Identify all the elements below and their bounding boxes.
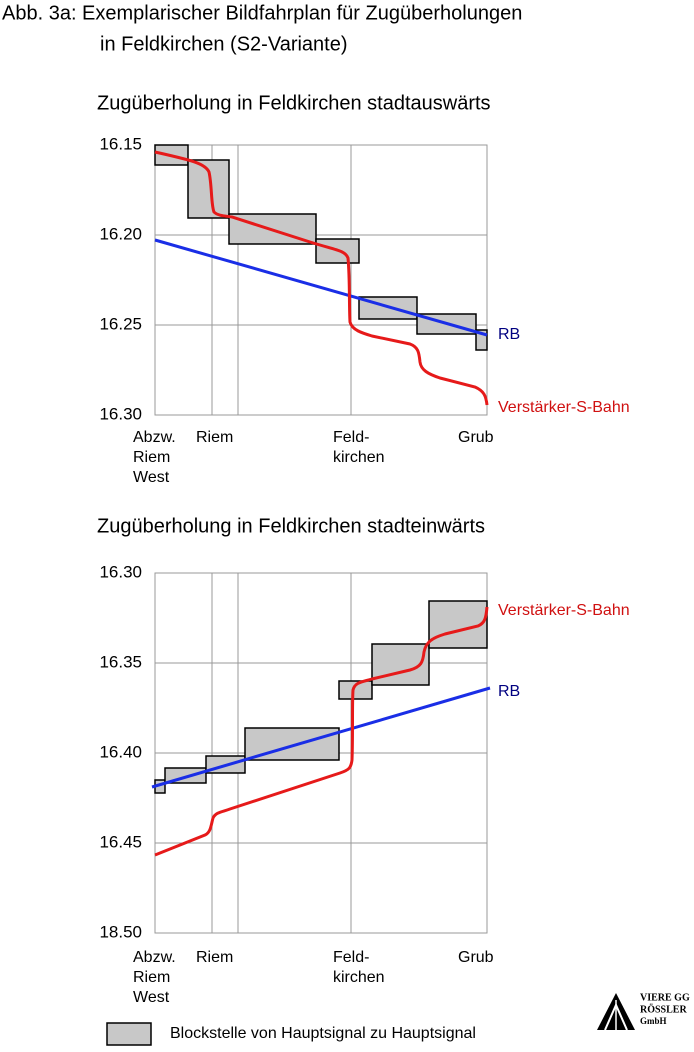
panel-title: Zugüberholung in Feldkirchen stadtauswär… (97, 92, 491, 114)
station-label: Riem (133, 969, 170, 986)
station-label: kirchen (333, 969, 385, 986)
grid (155, 145, 487, 415)
y-tick-label: 16.40 (99, 742, 142, 761)
logo-text: VIERE GG (640, 992, 690, 1003)
station-label: Feld- (333, 949, 369, 966)
station-label: Riem (196, 949, 233, 966)
logo-text: GmbH (640, 1016, 667, 1026)
title: in Feldkirchen (S2-Variante) (100, 33, 348, 55)
axis: 16.30 16.35 16.40 16.45 18.50 Abzw. Riem West Ri… (99, 562, 493, 1006)
station-label: West (133, 469, 170, 486)
station-label: Grub (458, 429, 494, 446)
line-label: Verstärker-S-Bahn (498, 399, 630, 416)
s-line (154, 606, 489, 857)
y-tick-label: 16.30 (99, 404, 142, 423)
axis: 16.15 16.20 16.25 16.30 Abzw. Riem West Riem Fel… (99, 134, 493, 486)
y-tick-label: 16.45 (99, 832, 142, 851)
title: Abb. 3a: Exemplarischer Bildfahrplan für… (2, 2, 522, 24)
y-tick-label: 16.25 (99, 314, 142, 333)
station-label: Grub (458, 949, 494, 966)
s-line (154, 150, 489, 406)
panel: Zugüberholung in Feldkirchen stadteinwär… (97, 515, 630, 1006)
legend-swatch (106, 1022, 152, 1046)
legend-label: Blockstelle von Hauptsignal zu Hauptsign… (170, 1025, 476, 1042)
station-label: Abzw. (133, 429, 176, 446)
panel: Zugüberholung in Feldkirchen stadtauswär… (97, 92, 630, 486)
station-label: Riem (133, 449, 170, 466)
station-label: Riem (196, 429, 233, 446)
frame (154, 144, 488, 416)
blocks (154, 600, 488, 794)
line-label: RB (498, 326, 520, 343)
rb-line (151, 686, 491, 789)
panel-title: Zugüberholung in Feldkirchen stadteinwär… (97, 515, 485, 537)
y-tick-label: 16.35 (99, 652, 142, 671)
blocks (154, 144, 488, 351)
station-label: Feld- (333, 429, 369, 446)
y-tick-label: 16.30 (99, 562, 142, 581)
line-label: RB (498, 683, 520, 700)
logo-text: RÖSSLER (640, 1002, 687, 1015)
y-tick-label: 18.50 (99, 922, 142, 941)
station-label: West (133, 989, 170, 1006)
logo: VIERE GG RÖSSLER GmbH (597, 992, 690, 1031)
y-tick-label: 16.15 (99, 134, 142, 153)
station-label: kirchen (333, 449, 385, 466)
y-tick-label: 16.20 (99, 224, 142, 243)
rb-line (154, 238, 488, 337)
station-label: Abzw. (133, 949, 176, 966)
line-label: Verstärker-S-Bahn (498, 602, 630, 619)
